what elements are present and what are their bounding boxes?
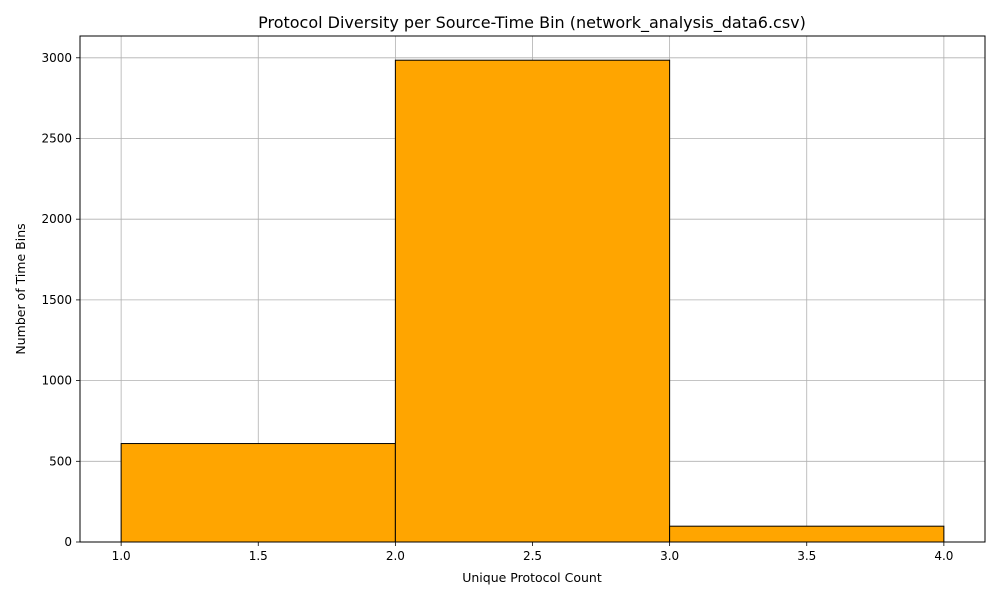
y-tick-label: 500 (49, 454, 72, 468)
y-tick-label: 3000 (41, 51, 72, 65)
x-tick-label: 1.0 (112, 549, 131, 563)
histogram-bar (120, 443, 396, 543)
y-axis-label: Number of Time Bins (13, 223, 28, 354)
histogram-bar (394, 59, 671, 543)
y-tick-label: 2000 (41, 212, 72, 226)
chart-title: Protocol Diversity per Source-Time Bin (… (258, 13, 806, 33)
x-tick-label: 2.0 (386, 549, 405, 563)
x-tick-label: 4.0 (934, 549, 953, 563)
y-tick-label: 1500 (41, 293, 72, 307)
histogram-bar (669, 525, 945, 543)
x-tick-label: 3.5 (797, 549, 816, 563)
x-tick-label: 1.5 (249, 549, 268, 563)
x-axis-label: Unique Protocol Count (462, 570, 602, 585)
bars (120, 59, 945, 543)
y-tick-label: 0 (64, 535, 72, 549)
ticks: 1.0 1.5 2.0 2.5 3.0 3.5 4.0 0 500 1000 1500 2000 250… (41, 51, 953, 563)
x-tick-label: 2.5 (523, 549, 542, 563)
y-tick-label: 1000 (41, 374, 72, 388)
x-tick-label: 3.0 (660, 549, 679, 563)
y-tick-label: 2500 (41, 131, 72, 145)
